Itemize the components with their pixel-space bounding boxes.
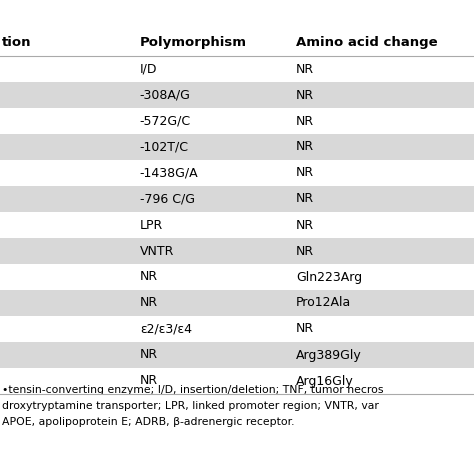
Bar [0,212,474,238]
Bar [0,160,474,186]
Text: NR: NR [296,89,314,101]
Text: -796 C/G: -796 C/G [140,192,195,206]
Text: VNTR: VNTR [140,245,174,257]
Text: Polymorphism: Polymorphism [140,36,247,48]
Text: •tensin-converting enzyme; I/D, insertion/deletion; TNF, tumor necros: •tensin-converting enzyme; I/D, insertio… [2,385,384,395]
Text: Gln223Arg: Gln223Arg [296,271,363,283]
Text: LPR: LPR [140,219,163,231]
Bar [0,264,474,290]
Bar [0,238,474,264]
Bar [0,56,474,82]
Text: NR: NR [296,166,314,180]
Bar [0,186,474,212]
Text: NR: NR [140,348,158,362]
Text: -572G/C: -572G/C [140,115,191,128]
Bar [0,290,474,316]
Text: droxytryptamine transporter; LPR, linked promoter region; VNTR, var: droxytryptamine transporter; LPR, linked… [2,401,379,411]
Text: NR: NR [140,271,158,283]
Bar [0,316,474,342]
Text: NR: NR [296,322,314,336]
Text: APOE, apolipoprotein E; ADRB, β-adrenergic receptor.: APOE, apolipoprotein E; ADRB, β-adrenerg… [2,417,295,427]
Bar [0,342,474,368]
Text: NR: NR [140,374,158,388]
Bar [0,368,474,394]
Text: Arg389Gly: Arg389Gly [296,348,362,362]
Text: NR: NR [140,297,158,310]
Text: tion: tion [2,36,32,48]
Text: -102T/C: -102T/C [140,140,189,154]
Text: Pro12Ala: Pro12Ala [296,297,352,310]
Text: -308A/G: -308A/G [140,89,191,101]
Text: NR: NR [296,219,314,231]
Bar [0,28,474,56]
Text: NR: NR [296,245,314,257]
Text: ε2/ε3/ε4: ε2/ε3/ε4 [140,322,192,336]
Text: NR: NR [296,140,314,154]
Bar [0,134,474,160]
Text: NR: NR [296,63,314,75]
Text: Amino acid change: Amino acid change [296,36,438,48]
Text: -1438G/A: -1438G/A [140,166,199,180]
Text: I/D: I/D [140,63,157,75]
Bar [0,82,474,108]
Text: NR: NR [296,115,314,128]
Bar [0,108,474,134]
Text: NR: NR [296,192,314,206]
Text: Arg16Gly: Arg16Gly [296,374,354,388]
